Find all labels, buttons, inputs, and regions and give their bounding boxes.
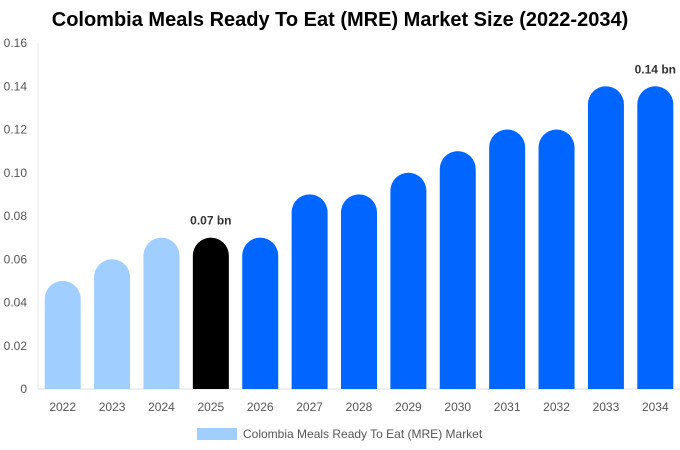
y-tick-label: 0.06 [4, 252, 28, 266]
y-tick-label: 0.10 [4, 166, 28, 180]
x-tick-label: 2028 [346, 400, 373, 414]
x-tick-label: 2031 [494, 400, 521, 414]
bar-2026 [242, 237, 279, 389]
x-tick-label: 2030 [444, 400, 471, 414]
bar-2024 [143, 237, 180, 389]
bar-2031 [489, 129, 526, 389]
bar-2028 [341, 194, 377, 389]
legend-label: Colombia Meals Ready To Eat (MRE) Market [243, 427, 483, 441]
chart-title: Colombia Meals Ready To Eat (MRE) Market… [51, 9, 629, 31]
bar-2022 [44, 280, 81, 389]
data-label: 0.14 bn [635, 62, 676, 76]
bar-2029 [390, 172, 427, 389]
bar-2033 [587, 86, 624, 389]
x-tick-label: 2033 [593, 400, 620, 414]
x-tick-label: 2029 [395, 400, 422, 414]
x-tick-label: 2026 [247, 400, 274, 414]
bar-2023 [94, 259, 131, 389]
x-tick-label: 2024 [148, 400, 175, 414]
x-tick-label: 2023 [99, 400, 126, 414]
y-tick-label: 0.12 [4, 123, 28, 137]
y-tick-label: 0.16 [4, 36, 28, 50]
bar-2032 [538, 129, 575, 389]
y-tick-label: 0.14 [4, 79, 28, 93]
y-tick-label: 0.08 [4, 209, 28, 223]
bar-2027 [291, 194, 328, 389]
y-tick-label: 0.02 [4, 339, 28, 353]
x-tick-label: 2032 [543, 400, 570, 414]
legend-swatch [197, 428, 237, 440]
x-tick-label: 2022 [49, 400, 76, 414]
bar-2025 [192, 237, 229, 389]
y-tick-label: 0 [20, 382, 27, 396]
x-tick-label: 2025 [197, 400, 224, 414]
bar-2030 [439, 151, 476, 389]
bar-2034 [637, 86, 674, 389]
x-tick-label: 2034 [642, 400, 669, 414]
data-label: 0.07 bn [190, 214, 231, 228]
y-tick-label: 0.04 [4, 296, 28, 310]
x-tick-label: 2027 [296, 400, 323, 414]
